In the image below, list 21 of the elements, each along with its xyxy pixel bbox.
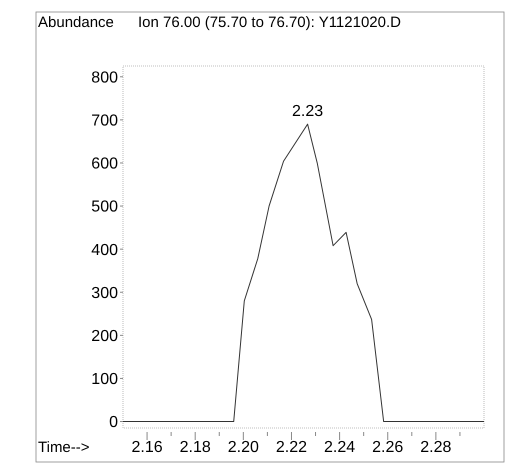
chart-title: Ion 76.00 (75.70 to 76.70): Y1121020.D	[138, 14, 402, 31]
x-tick-label: 2.24	[324, 439, 356, 456]
y-tick-label: 500	[91, 198, 118, 216]
annotation: 2.23	[292, 103, 324, 120]
x-tick-label: 2.16	[131, 439, 163, 456]
x-tick-label: 2.28	[420, 439, 452, 456]
y-tick-label: 700	[91, 112, 118, 130]
y-axis-title: Abundance	[38, 14, 114, 31]
x-axis-title: Time-->	[38, 439, 90, 456]
y-tick-label: 300	[91, 284, 118, 302]
line-series	[122, 124, 484, 422]
y-tick-label: 600	[91, 156, 118, 173]
y-tick-label: 400	[91, 242, 118, 259]
x-tick-label: 2.20	[228, 439, 260, 456]
y-tick-label: 800	[91, 69, 118, 86]
x-tick-label: 2.26	[372, 439, 404, 456]
y-tick-label: 100	[91, 371, 118, 388]
x-tick-label: 2.18	[180, 439, 211, 456]
y-tick-label: 200	[91, 328, 118, 345]
x-tick-label: 2.22	[276, 439, 308, 456]
y-tick-label: 0	[109, 414, 118, 432]
